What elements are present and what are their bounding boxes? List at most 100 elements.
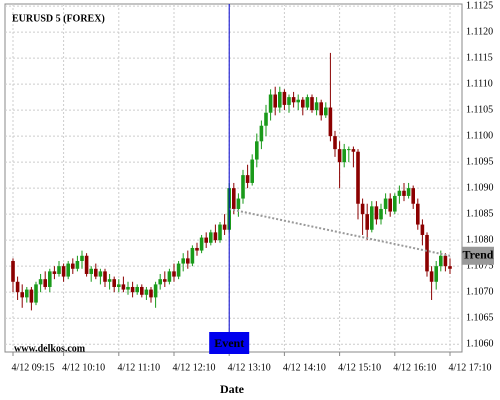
event-label: Event: [214, 336, 244, 350]
candle-body: [71, 263, 75, 269]
candle-body: [158, 279, 162, 285]
candle-body: [379, 208, 383, 220]
candle-body: [149, 289, 153, 298]
x-tick-label: 4/12 13:10: [228, 362, 271, 373]
candle-body: [25, 289, 29, 298]
candle-body: [121, 284, 126, 290]
candle-body: [176, 263, 181, 277]
x-tick-label: 4/12 11:10: [117, 362, 160, 373]
candle-body: [213, 232, 218, 241]
candle-body: [342, 149, 346, 163]
trend-line: [228, 207, 451, 257]
candle-body: [420, 224, 425, 235]
candle-body: [48, 271, 52, 287]
watermark: www.delkos.com: [14, 343, 86, 354]
candle-body: [301, 99, 305, 108]
candle-body: [66, 263, 70, 277]
trend-label: Trend: [463, 248, 494, 262]
candle-body: [351, 149, 356, 152]
candle-body: [291, 97, 296, 103]
candle-body: [282, 91, 287, 105]
candle-body: [319, 102, 323, 116]
candle-body: [130, 286, 135, 293]
candle-body: [259, 125, 264, 142]
y-tick-label: 1.1110: [466, 78, 493, 89]
x-axis-label: Date: [220, 382, 245, 396]
candle-body: [273, 94, 277, 108]
x-tick-label: 4/12 16:10: [393, 362, 436, 373]
candle-body: [153, 284, 158, 298]
candle-body: [181, 258, 185, 264]
candle-body: [360, 203, 365, 215]
candle-body: [98, 271, 103, 277]
candle-body: [204, 237, 208, 243]
candle-body: [250, 159, 254, 183]
candle-body: [337, 149, 342, 163]
candle-body: [393, 195, 397, 212]
candle-body: [190, 247, 195, 264]
candle-body: [333, 136, 337, 150]
candle-body: [296, 99, 300, 103]
candle-body: [443, 255, 448, 267]
candle-body: [107, 279, 112, 282]
candle-body: [144, 289, 149, 295]
candle-body: [416, 203, 420, 225]
candle-body: [38, 279, 43, 285]
candle-body: [84, 255, 89, 274]
candle-body: [255, 141, 259, 160]
candle-body: [94, 268, 98, 277]
candle-body: [167, 271, 172, 282]
x-tick-label: 4/12 09:15: [11, 362, 54, 373]
candle-body: [365, 214, 369, 230]
y-tick-label: 1.1065: [466, 312, 494, 323]
candle-body: [172, 271, 176, 277]
candle-body: [186, 258, 190, 264]
candle-body: [324, 107, 328, 116]
y-tick-label: 1.1105: [466, 104, 493, 115]
y-tick-label: 1.1085: [466, 208, 494, 219]
x-tick-label: 4/12 10:10: [62, 362, 105, 373]
candle-body: [61, 266, 66, 277]
candle-body: [20, 292, 24, 298]
candle-body: [278, 91, 282, 108]
candle-body: [245, 175, 250, 183]
event-tag: [209, 332, 250, 354]
y-tick-label: 1.1100: [466, 130, 493, 141]
candle-body: [89, 268, 93, 274]
candle-body: [103, 271, 107, 282]
y-tick-label: 1.1070: [466, 286, 494, 297]
candle-body: [314, 102, 319, 111]
candle-body: [218, 224, 222, 241]
candle-body: [310, 97, 314, 111]
y-tick-label: 1.1115: [466, 52, 493, 63]
candle-body: [163, 279, 167, 282]
candle-body: [347, 149, 351, 151]
candle-body: [397, 190, 402, 196]
plot-frame: [4, 3, 463, 353]
candle-body: [11, 260, 15, 282]
candle-body: [434, 266, 438, 282]
candle-body: [356, 151, 360, 204]
candle-body: [305, 97, 310, 108]
candle-body: [43, 279, 47, 287]
candle-body: [222, 224, 227, 230]
x-tick-label: 4/12 17:10: [448, 362, 491, 373]
y-tick-label: 1.1095: [466, 156, 494, 167]
trend-tag: [462, 246, 494, 265]
candle-body: [406, 188, 411, 196]
candle-body: [370, 206, 374, 230]
candle-body: [383, 198, 388, 209]
candle-body: [57, 266, 61, 274]
candle-body: [140, 286, 144, 295]
candle-body: [15, 281, 20, 293]
candle-body: [448, 266, 452, 269]
y-tick-label: 1.1120: [466, 26, 493, 37]
x-tick-label: 4/12 14:10: [283, 362, 326, 373]
candle-body: [264, 112, 268, 126]
candle-body: [52, 271, 57, 274]
candle-body: [199, 237, 204, 251]
candle-body: [388, 198, 392, 212]
x-tick-label: 4/12 12:10: [172, 362, 215, 373]
candle-body: [402, 190, 406, 196]
